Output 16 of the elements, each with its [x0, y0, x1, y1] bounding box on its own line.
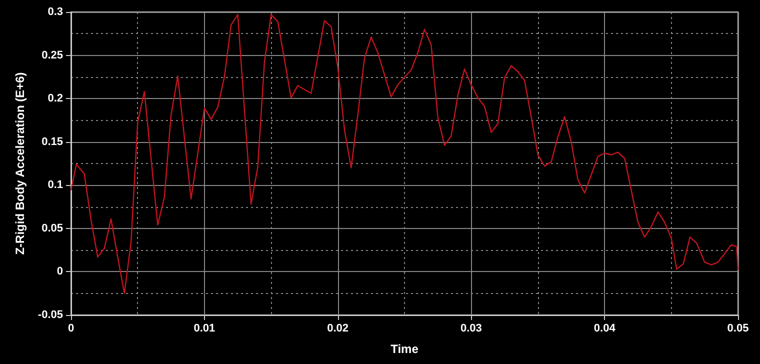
x-tick-label: 0.03: [460, 322, 482, 334]
x-tick-label: 0.04: [594, 322, 616, 334]
y-tick-label: -0.05: [38, 309, 63, 321]
x-tick-label: 0.02: [327, 322, 349, 334]
x-axis-title: Time: [390, 342, 419, 356]
x-tick-label: 0.05: [727, 322, 749, 334]
y-tick-label: 0.1: [48, 179, 63, 192]
y-axis-title: Z-Rigid Body Acceleration (E+6): [13, 72, 27, 255]
y-tick-label: 0.3: [48, 6, 63, 18]
x-tick-label: 0: [68, 322, 74, 334]
x-tick-label: 0.01: [194, 322, 216, 334]
y-tick-label: 0: [56, 266, 63, 278]
y-tick-label: 0.05: [42, 222, 63, 234]
y-tick-label: 0.15: [42, 136, 63, 148]
y-tick-label: 0.2: [48, 92, 63, 105]
y-tick-label: 0.25: [42, 49, 63, 62]
